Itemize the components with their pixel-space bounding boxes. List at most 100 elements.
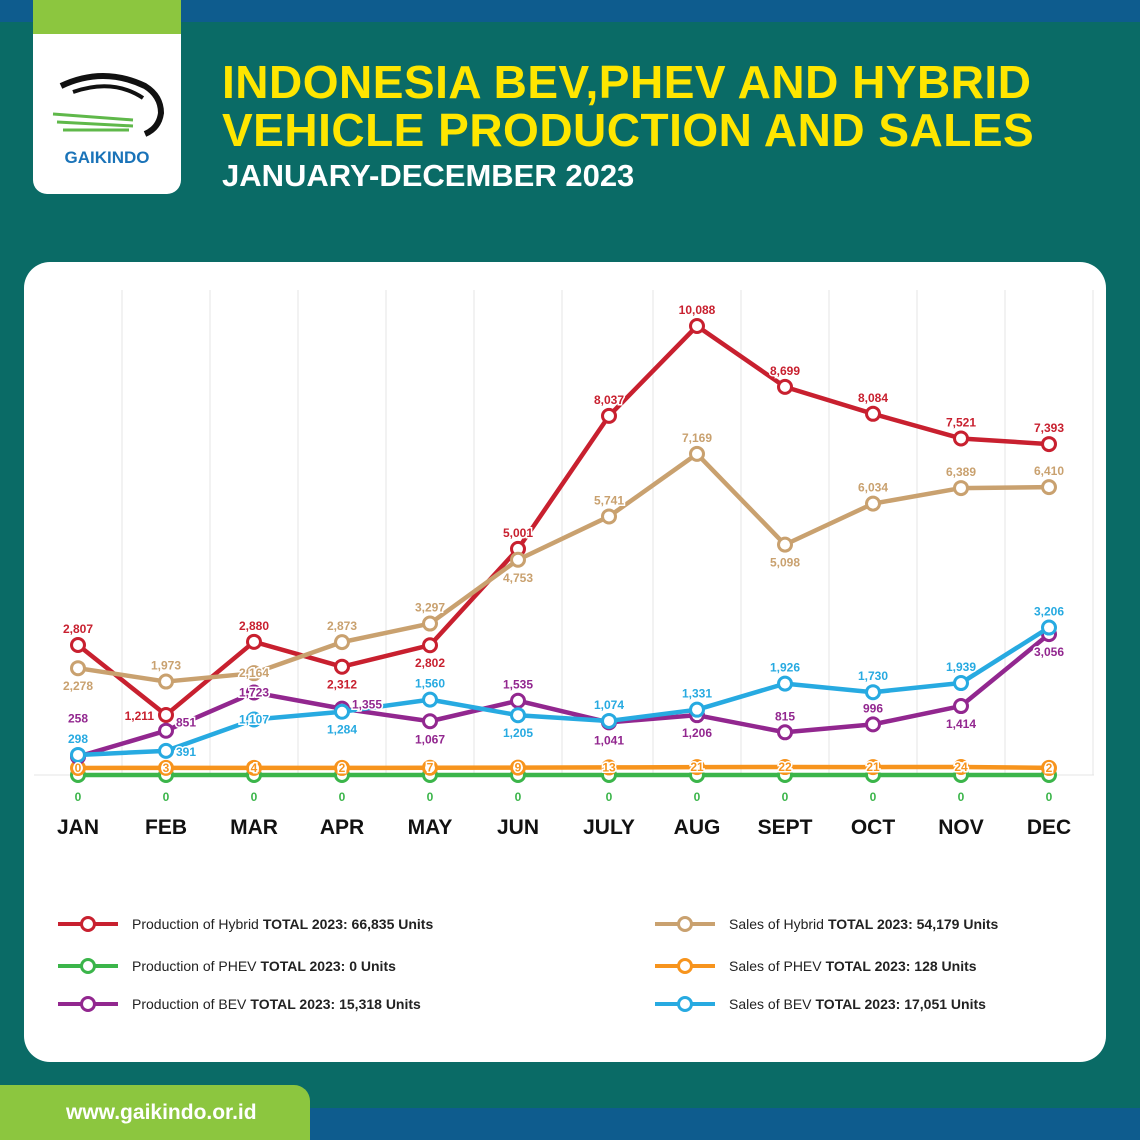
legend-marker-icon (655, 916, 715, 932)
title-line-2: VEHICLE PRODUCTION AND SALES (222, 104, 1035, 156)
data-label-production-of-bev: 1,355 (352, 698, 382, 712)
data-label-production-of-phev: 0 (427, 790, 434, 804)
data-point-production-of-hybrid (334, 658, 350, 675)
data-label-production-of-phev: 0 (515, 790, 522, 804)
website-link[interactable]: www.gaikindo.or.id (66, 1101, 257, 1124)
data-label-sales-of-hybrid: 5,741 (594, 493, 624, 507)
data-label-production-of-bev: 1,206 (682, 726, 712, 740)
data-point-sales-of-phev (246, 759, 262, 776)
legend-item: Sales of PHEV TOTAL 2023: 128 Units (655, 956, 977, 976)
data-label-sales-of-bev: 1,560 (415, 677, 445, 691)
data-label-sales-of-hybrid: 4,753 (503, 571, 533, 585)
data-point-sales-of-phev (865, 759, 881, 776)
data-label-production-of-phev: 0 (75, 790, 82, 804)
data-label-production-of-phev: 0 (782, 790, 789, 804)
data-label-production-of-bev: 996 (863, 701, 883, 715)
series-line-production-of-bev (77, 632, 1051, 759)
data-label-production-of-bev: 3,056 (1034, 645, 1064, 659)
data-point-sales-of-hybrid (601, 508, 617, 525)
x-tick-label: DEC (1027, 816, 1071, 839)
data-point-sales-of-hybrid (246, 665, 262, 682)
gaikindo-logo: GAIKINDO (33, 0, 181, 194)
data-point-production-of-bev (865, 716, 881, 733)
x-tick-label: SEPT (758, 816, 813, 839)
data-point-sales-of-bev (510, 707, 526, 724)
series-line-production-of-hybrid (76, 323, 1050, 718)
x-tick-label: MAR (230, 816, 278, 839)
legend-item: Sales of Hybrid TOTAL 2023: 54,179 Units (655, 914, 998, 934)
data-point-production-of-hybrid (422, 637, 438, 654)
data-label-sales-of-phev: 22 (778, 760, 792, 774)
data-point-sales-of-hybrid (865, 495, 881, 512)
data-point-sales-of-phev (334, 759, 350, 776)
data-point-sales-of-hybrid (334, 634, 350, 651)
data-label-sales-of-phev: 2 (1046, 761, 1053, 775)
x-tick-label: JULY (583, 816, 635, 839)
data-point-production-of-hybrid (865, 405, 881, 422)
data-label-production-of-hybrid: 7,393 (1034, 421, 1064, 435)
top-bar (0, 0, 1140, 22)
legend-marker-icon (58, 958, 118, 974)
data-label-sales-of-hybrid: 2,164 (239, 666, 269, 680)
data-point-production-of-bev (422, 713, 438, 730)
data-point-sales-of-bev (422, 691, 438, 708)
data-label-production-of-hybrid: 2,807 (63, 622, 93, 636)
legend-name: Sales of BEV (729, 996, 812, 1012)
data-point-sales-of-bev (246, 711, 262, 728)
data-point-sales-of-bev (865, 684, 881, 701)
legend-total: TOTAL 2023: 0 Units (260, 958, 396, 974)
series-line-sales-of-phev (77, 764, 1050, 771)
data-point-sales-of-bev (70, 746, 86, 763)
legend-item: Production of Hybrid TOTAL 2023: 66,835 U… (58, 914, 433, 934)
data-point-production-of-bev (510, 692, 526, 709)
data-point-production-of-hybrid (953, 430, 969, 447)
car-logo-icon (52, 73, 165, 137)
x-tick-label: JUN (497, 816, 539, 839)
data-point-sales-of-phev (158, 759, 174, 776)
data-point-sales-of-bev (777, 675, 793, 692)
data-point-sales-of-phev (422, 759, 438, 776)
data-point-production-of-bev (158, 722, 174, 739)
legend-item: Production of PHEV TOTAL 2023: 0 Units (58, 956, 396, 976)
x-tick-label: JAN (57, 816, 99, 839)
data-label-production-of-hybrid: 7,521 (946, 415, 976, 429)
data-label-sales-of-bev: 1,205 (503, 726, 533, 740)
data-label-sales-of-bev: 298 (68, 732, 88, 746)
data-label-production-of-hybrid: 5,001 (503, 526, 533, 540)
series-line-sales-of-bev (77, 625, 1051, 758)
data-point-sales-of-hybrid (777, 536, 793, 553)
data-point-production-of-hybrid (158, 706, 174, 723)
data-label-sales-of-bev: 1,730 (858, 669, 888, 683)
data-point-production-of-hybrid (601, 407, 617, 424)
data-label-sales-of-phev: 0 (75, 761, 82, 775)
data-label-sales-of-phev: 4 (251, 761, 258, 775)
data-label-sales-of-hybrid: 6,410 (1034, 464, 1064, 478)
logo-strip (33, 0, 181, 34)
data-label-sales-of-phev: 7 (427, 761, 434, 775)
data-label-production-of-bev: 1,041 (594, 733, 624, 747)
legend-item: Sales of BEV TOTAL 2023: 17,051 Units (655, 994, 986, 1014)
data-label-sales-of-phev: 21 (866, 760, 880, 774)
data-label-production-of-phev: 0 (251, 790, 258, 804)
data-point-production-of-bev (953, 698, 969, 715)
legend-name: Production of PHEV (132, 958, 257, 974)
data-point-sales-of-hybrid (1041, 479, 1057, 496)
data-label-production-of-bev: 851 (176, 716, 196, 730)
data-label-production-of-hybrid: 2,312 (327, 678, 357, 692)
x-tick-label: APR (320, 816, 364, 839)
legend-total: TOTAL 2023: 15,318 Units (250, 996, 421, 1012)
legend-marker-icon (58, 916, 118, 932)
data-label-production-of-hybrid: 2,880 (239, 619, 269, 633)
x-tick-label: OCT (851, 816, 896, 839)
page-title: INDONESIA BEV,PHEV AND HYBRID VEHICLE PR… (222, 58, 1034, 154)
data-point-sales-of-phev (1041, 759, 1057, 776)
data-label-production-of-bev: 1,535 (503, 678, 533, 692)
legend-marker-icon (655, 996, 715, 1012)
legend-name: Sales of PHEV (729, 958, 822, 974)
data-label-sales-of-hybrid: 6,389 (946, 465, 976, 479)
data-label-production-of-hybrid: 8,699 (770, 364, 800, 378)
series-line-sales-of-hybrid (77, 451, 1050, 684)
footer-bar (310, 1108, 1140, 1140)
legend-name: Production of Hybrid (132, 916, 259, 932)
